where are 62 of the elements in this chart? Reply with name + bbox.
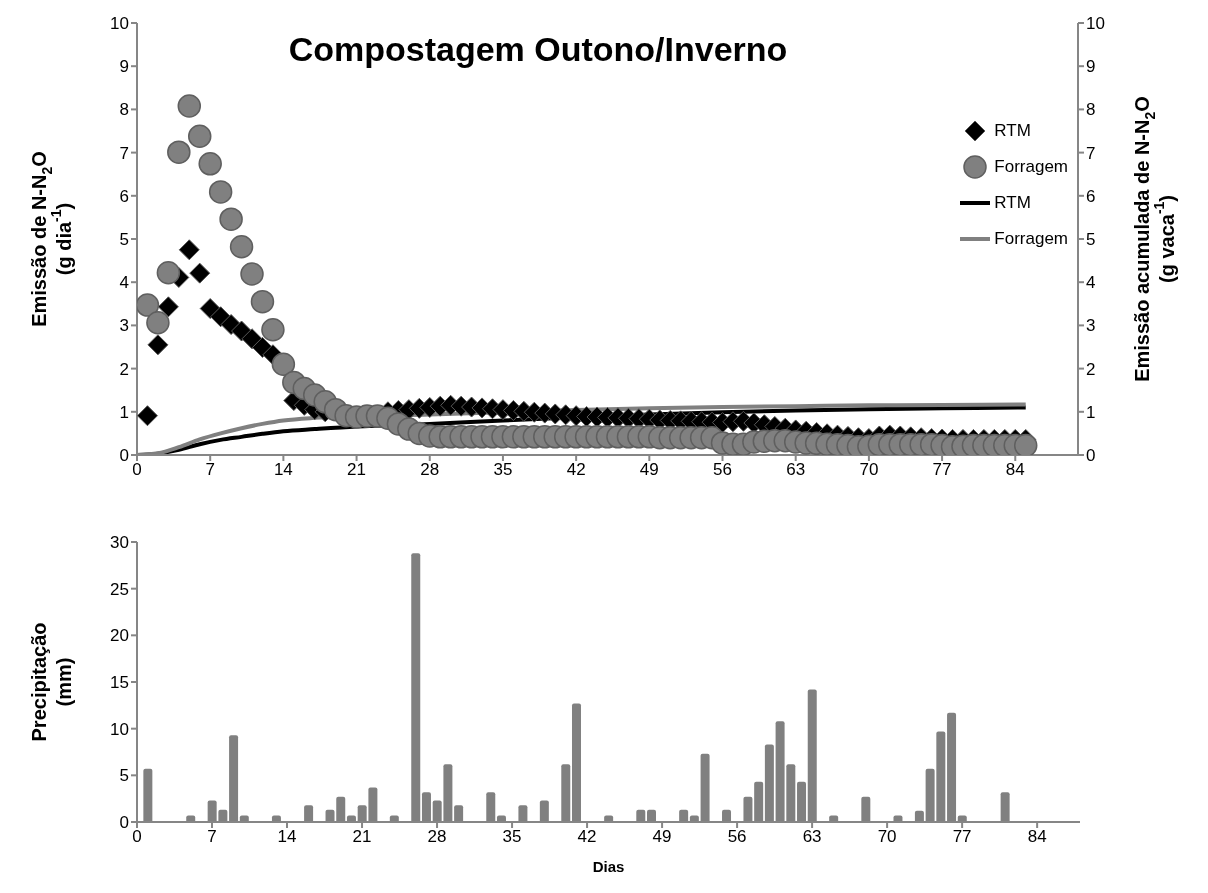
x-tick-label: 0 <box>132 827 142 847</box>
y2-tick-label: 6 <box>1086 186 1096 206</box>
x-tick-label: 28 <box>420 460 440 480</box>
y-tick-label: 6 <box>119 186 129 206</box>
y-tick-label: 5 <box>119 230 129 250</box>
y2-tick-label: 1 <box>1086 402 1096 422</box>
x-tick-label: 63 <box>786 460 806 480</box>
x-tick-label: 0 <box>132 460 142 480</box>
y-tick-label: 10 <box>110 719 129 739</box>
chart-title: Compostagem Outono/Inverno <box>287 30 789 69</box>
x-tick-label: 84 <box>1005 460 1025 480</box>
y-tick-label: 2 <box>119 359 129 379</box>
legend-label: Forragem <box>994 229 1068 249</box>
y2-tick-label: 8 <box>1086 100 1096 120</box>
x-tick-label: 49 <box>639 460 659 480</box>
x-tick-label: 56 <box>727 827 747 847</box>
y2-tick-label: 7 <box>1086 143 1096 163</box>
y-tick-label: 0 <box>119 813 129 833</box>
y2-tick-label: 4 <box>1086 273 1096 293</box>
x-tick-label: 21 <box>347 460 367 480</box>
y-tick-label: 15 <box>110 673 129 693</box>
y-tick-label: 9 <box>119 57 129 77</box>
x-tick-label: 70 <box>877 827 897 847</box>
y2-tick-label: 10 <box>1086 14 1105 34</box>
y2-tick-label: 0 <box>1086 446 1096 466</box>
y-tick-label: 8 <box>119 100 129 120</box>
y2-tick-label: 5 <box>1086 230 1096 250</box>
x-tick-label: 49 <box>652 827 672 847</box>
y-tick-label: 25 <box>110 579 129 599</box>
y-tick-label: 20 <box>110 626 129 646</box>
x-tick-label: 63 <box>802 827 822 847</box>
legend-label: Forragem <box>994 157 1068 177</box>
x-tick-label: 35 <box>493 460 513 480</box>
x-tick-label: 42 <box>566 460 586 480</box>
y2-tick-label: 9 <box>1086 57 1096 77</box>
y-tick-label: 30 <box>110 533 129 553</box>
x-tick-label: 84 <box>1027 827 1047 847</box>
x-tick-label: 14 <box>277 827 297 847</box>
x-tick-label: 35 <box>502 827 522 847</box>
x-tick-label: 21 <box>352 827 372 847</box>
legend-label: RTM <box>994 193 1031 213</box>
y-tick-label: 10 <box>110 14 129 34</box>
y-tick-label: 3 <box>119 316 129 336</box>
y-tick-label: 0 <box>119 446 129 466</box>
x-axis-title: Dias <box>592 857 625 875</box>
x-tick-label: 70 <box>859 460 879 480</box>
y-tick-label: 5 <box>119 766 129 786</box>
x-tick-label: 77 <box>952 827 972 847</box>
x-tick-label: 7 <box>207 827 217 847</box>
y-tick-label: 4 <box>119 273 129 293</box>
x-tick-label: 14 <box>273 460 293 480</box>
x-tick-label: 56 <box>713 460 732 480</box>
x-tick-label: 28 <box>427 827 447 847</box>
x-tick-label: 7 <box>205 460 215 480</box>
y-axis-title: Precipitação (mm) <box>27 622 75 742</box>
legend-label: RTM <box>994 121 1031 141</box>
y-tick-label: 1 <box>119 402 129 422</box>
y2-tick-label: 3 <box>1086 316 1096 336</box>
y2-tick-label: 2 <box>1086 359 1096 379</box>
x-tick-label: 42 <box>577 827 597 847</box>
x-tick-label: 77 <box>932 460 952 480</box>
y-tick-label: 7 <box>119 143 129 163</box>
